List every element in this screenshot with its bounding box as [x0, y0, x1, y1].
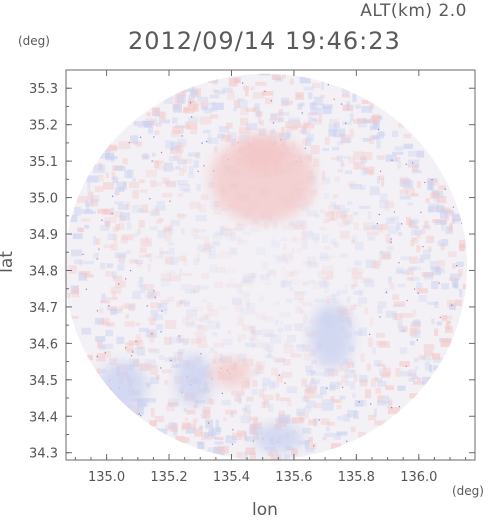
y-tick-label: 35.3 — [29, 82, 58, 97]
y-tick-label: 34.9 — [29, 228, 58, 243]
y-tick-label: 34.6 — [29, 337, 58, 352]
y-tick-label: 35.0 — [29, 192, 58, 207]
radar-speckle-texture — [66, 73, 468, 460]
x-tick-label: 135.2 — [150, 470, 187, 485]
altitude-label: ALT(km) 2.0 — [360, 1, 467, 21]
radar-region-positive-1 — [240, 135, 285, 173]
y-tick-label: 34.7 — [29, 301, 58, 316]
chart-title-datetime: 2012/09/14 19:46:23 — [128, 27, 401, 55]
radar-region-positive-0 — [209, 135, 316, 224]
radar-region-negative-2 — [309, 303, 354, 369]
y-tick-label: 34.4 — [29, 410, 58, 425]
y-tick-label: 34.8 — [29, 264, 58, 279]
y-tick-label: 35.2 — [29, 119, 58, 134]
y-axis: 34.3 34.4 34.5 34.6 34.7 34.8 34.9 35.0 35.1 35.2… — [29, 69, 475, 462]
x-tick-label: 135.0 — [88, 470, 125, 485]
y-axis-unit: (deg) — [18, 34, 50, 48]
plot-frame — [65, 69, 476, 461]
radar-field — [64, 73, 468, 460]
y-tick-label: 34.5 — [29, 374, 58, 389]
x-tick-label: 135.8 — [338, 470, 375, 485]
radar-region-negative-5 — [97, 361, 148, 413]
x-tick-label: 135.6 — [275, 470, 312, 485]
radar-coverage-disk — [64, 73, 468, 460]
x-axis-label: lon — [252, 500, 278, 520]
radar-region-positive-6 — [212, 357, 251, 388]
x-tick-label: 135.4 — [213, 470, 250, 485]
x-tick-label: 136.0 — [400, 470, 437, 485]
radar-region-negative-4 — [253, 423, 304, 453]
x-axis: 135.0 135.2 135.4 135.6 135.8 136.0 — [74, 70, 467, 485]
radar-region-negative-3 — [175, 354, 213, 406]
y-tick-label: 34.3 — [29, 447, 58, 462]
y-tick-label: 35.1 — [29, 155, 58, 170]
x-axis-unit: (deg) — [452, 484, 484, 498]
